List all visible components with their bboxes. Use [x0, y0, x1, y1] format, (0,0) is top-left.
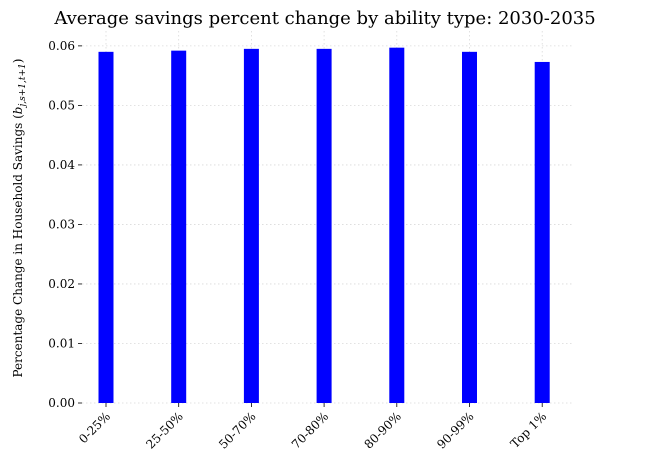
x-tick-label: Top 1% — [508, 409, 550, 451]
bar — [243, 48, 259, 404]
y-axis-label-subscript: j,s+1,t+1 — [18, 63, 28, 108]
y-tick-label: 0.04 — [48, 158, 75, 172]
y-tick-label: 0.05 — [48, 98, 75, 112]
y-tick-label: 0.02 — [48, 277, 75, 291]
y-axis-label-main: Percentage Change in Household Savings ( — [11, 114, 25, 377]
x-tick-label: 0-25% — [76, 409, 113, 446]
x-tick-label: 70-80% — [289, 409, 331, 451]
y-axis-ticks: 0.00 0.01 0.02 0.03 0.04 0.05 0.06 — [48, 39, 82, 410]
y-axis-label-variable: b — [11, 107, 25, 115]
x-tick-label: 25-50% — [143, 409, 185, 451]
y-axis-label: Percentage Change in Household Savings (… — [11, 59, 28, 378]
x-tick-label: 80-90% — [361, 409, 403, 451]
bar — [462, 51, 477, 403]
y-axis-label-close: ) — [11, 59, 25, 64]
bar — [534, 61, 550, 403]
bar — [389, 47, 405, 404]
x-axis-ticks: 0-25% 25-50% 50-70% 70-80% 80-90% 90-99% Top 1… — [76, 403, 549, 452]
bar — [316, 48, 332, 404]
x-tick-label: 50-70% — [216, 409, 258, 451]
bar — [98, 51, 114, 403]
x-tick-label: 90-99% — [434, 409, 476, 451]
bar — [171, 50, 187, 403]
chart-title: Average savings percent change by abilit… — [53, 8, 595, 29]
y-tick-label: 0.06 — [48, 39, 75, 53]
bars — [98, 47, 550, 404]
y-tick-label: 0.00 — [48, 396, 75, 410]
y-tick-label: 0.03 — [48, 217, 75, 231]
y-tick-label: 0.01 — [48, 336, 75, 350]
